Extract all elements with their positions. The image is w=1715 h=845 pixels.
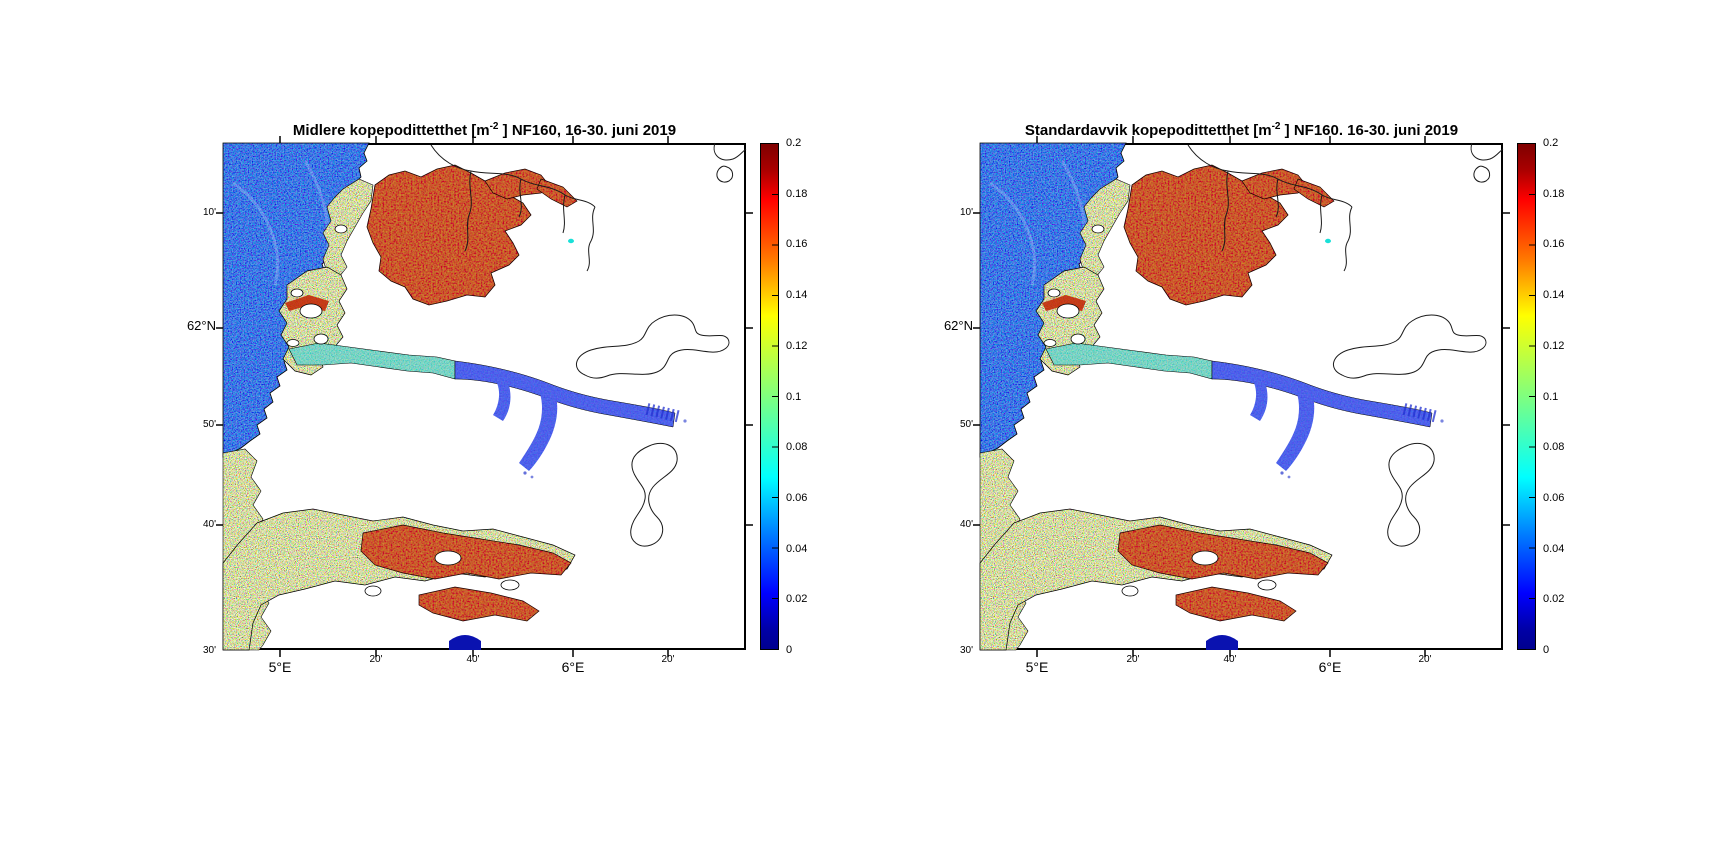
colorbar-tick-label: 0.04 <box>1543 543 1565 555</box>
fjord-map-art <box>980 143 1503 650</box>
title-text: Standardavvik kopepodittetthet [m <box>1024 122 1272 139</box>
x-tick-label: 40' <box>1223 654 1237 665</box>
x-tick-label: 20' <box>1418 654 1432 665</box>
colorbar-tick-label: 0.2 <box>786 137 802 149</box>
x-tick-label: 5°E <box>268 659 292 675</box>
y-tick-label: 40' <box>202 519 216 530</box>
colorbar-mean <box>760 143 779 650</box>
colorbar-tick-label: 0.08 <box>1543 441 1565 453</box>
colorbar-tick-label: 0.06 <box>786 492 808 504</box>
x-tick-label: 40' <box>466 654 480 665</box>
panel-title-std: Standardavvik kopepodittetthet [m-2 ] NF… <box>980 121 1503 141</box>
y-tick-label: 62°N <box>943 318 973 333</box>
y-tick-label: 30' <box>202 645 216 656</box>
colorbar-tick-label: 0.1 <box>1543 391 1559 403</box>
x-tick-label: 6°E <box>561 659 585 675</box>
colorbar-tick-label: 0.14 <box>786 289 808 301</box>
colorbar-tick-label: 0 <box>1543 644 1550 656</box>
y-tick-label: 10' <box>202 207 216 218</box>
colorbar-tick-label: 0.02 <box>786 593 808 605</box>
y-tick-label: 62°N <box>186 318 216 333</box>
colorbar-tick-label: 0.02 <box>1543 593 1565 605</box>
y-tick-label: 30' <box>959 645 973 656</box>
x-tick-label: 20' <box>369 654 383 665</box>
colorbar-std <box>1517 143 1536 650</box>
colorbar-ticks <box>771 194 779 599</box>
colorbar-tick-label: 0.12 <box>786 340 808 352</box>
colorbar-ticks <box>1528 194 1536 599</box>
title-superscript: -2 <box>1271 121 1281 132</box>
colorbar-tick-label: 0.14 <box>1543 289 1565 301</box>
y-tick-label: 10' <box>959 207 973 218</box>
title-superscript: -2 <box>489 121 499 132</box>
title-text: ] NF160, 16-30. juni 2019 <box>498 122 677 139</box>
colorbar-tick-label: 0.18 <box>786 188 808 200</box>
y-tick-label: 50' <box>959 419 973 430</box>
colorbar-tick-label: 0.18 <box>1543 188 1565 200</box>
colorbar-tick-label: 0.16 <box>1543 238 1565 250</box>
colorbar-tick-label: 0.06 <box>1543 492 1565 504</box>
y-tick-label: 40' <box>959 519 973 530</box>
colorbar-tick-label: 0.16 <box>786 238 808 250</box>
colorbar-tick-label: 0.12 <box>1543 340 1565 352</box>
colorbar-tick-label: 0.2 <box>1543 137 1559 149</box>
fjord-map-art <box>223 143 746 650</box>
x-tick-label: 6°E <box>1318 659 1342 675</box>
x-tick-label: 20' <box>1126 654 1140 665</box>
colorbar-tick-label: 0 <box>786 644 793 656</box>
map-plot-std <box>980 143 1503 650</box>
colorbar-tick-label: 0.04 <box>786 543 808 555</box>
title-text: Midlere kopepodittetthet [m <box>292 122 490 139</box>
x-tick-label: 5°E <box>1025 659 1049 675</box>
x-tick-label: 20' <box>661 654 675 665</box>
colorbar-tick-label: 0.08 <box>786 441 808 453</box>
map-plot-mean <box>223 143 746 650</box>
colorbar-tick-label: 0.1 <box>786 391 802 403</box>
panel-title-mean: Midlere kopepodittetthet [m-2 ] NF160, 1… <box>223 121 746 141</box>
y-tick-label: 50' <box>202 419 216 430</box>
title-text: ] NF160. 16-30. juni 2019 <box>1280 122 1459 139</box>
